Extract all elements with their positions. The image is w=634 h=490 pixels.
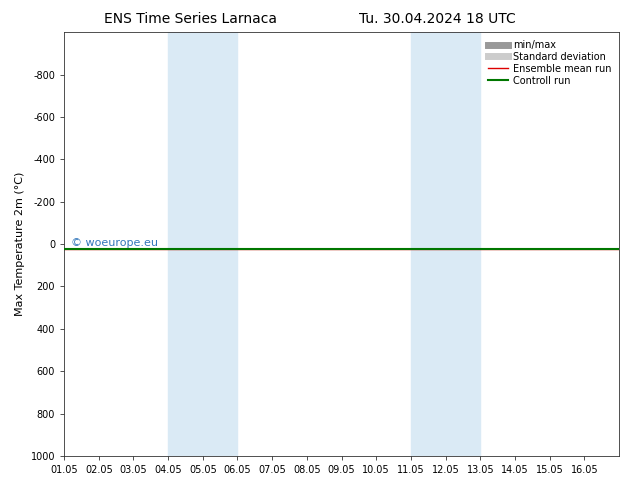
Bar: [411, 32, 481, 456]
Text: © woeurope.eu: © woeurope.eu: [71, 238, 158, 248]
Text: Tu. 30.04.2024 18 UTC: Tu. 30.04.2024 18 UTC: [359, 12, 516, 26]
Legend: min/max, Standard deviation, Ensemble mean run, Controll run: min/max, Standard deviation, Ensemble me…: [486, 37, 614, 89]
Y-axis label: Max Temperature 2m (°C): Max Temperature 2m (°C): [15, 172, 25, 316]
Bar: [168, 32, 238, 456]
Text: ENS Time Series Larnaca: ENS Time Series Larnaca: [104, 12, 276, 26]
